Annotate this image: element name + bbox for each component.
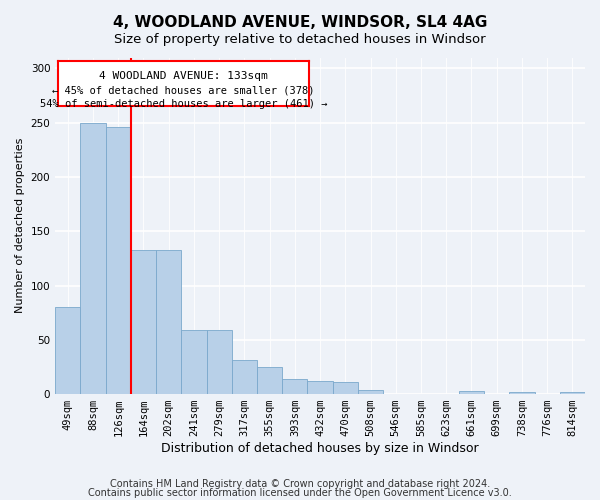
- Bar: [509, 392, 535, 394]
- Text: Contains HM Land Registry data © Crown copyright and database right 2024.: Contains HM Land Registry data © Crown c…: [110, 479, 490, 489]
- Text: Size of property relative to detached houses in Windsor: Size of property relative to detached ho…: [114, 32, 486, 46]
- Bar: [181, 330, 206, 394]
- Bar: [232, 360, 257, 394]
- Bar: [282, 379, 307, 394]
- Bar: [307, 381, 332, 394]
- Bar: [156, 250, 181, 394]
- Bar: [106, 127, 131, 394]
- Bar: [459, 391, 484, 394]
- Bar: [131, 250, 156, 394]
- Bar: [80, 122, 106, 394]
- Bar: [332, 382, 358, 394]
- Text: Contains public sector information licensed under the Open Government Licence v3: Contains public sector information licen…: [88, 488, 512, 498]
- Bar: [55, 307, 80, 394]
- Y-axis label: Number of detached properties: Number of detached properties: [15, 138, 25, 314]
- Bar: [257, 367, 282, 394]
- Bar: [206, 330, 232, 394]
- Bar: [560, 392, 585, 394]
- Bar: [358, 390, 383, 394]
- X-axis label: Distribution of detached houses by size in Windsor: Distribution of detached houses by size …: [161, 442, 479, 455]
- Text: 4, WOODLAND AVENUE, WINDSOR, SL4 4AG: 4, WOODLAND AVENUE, WINDSOR, SL4 4AG: [113, 15, 487, 30]
